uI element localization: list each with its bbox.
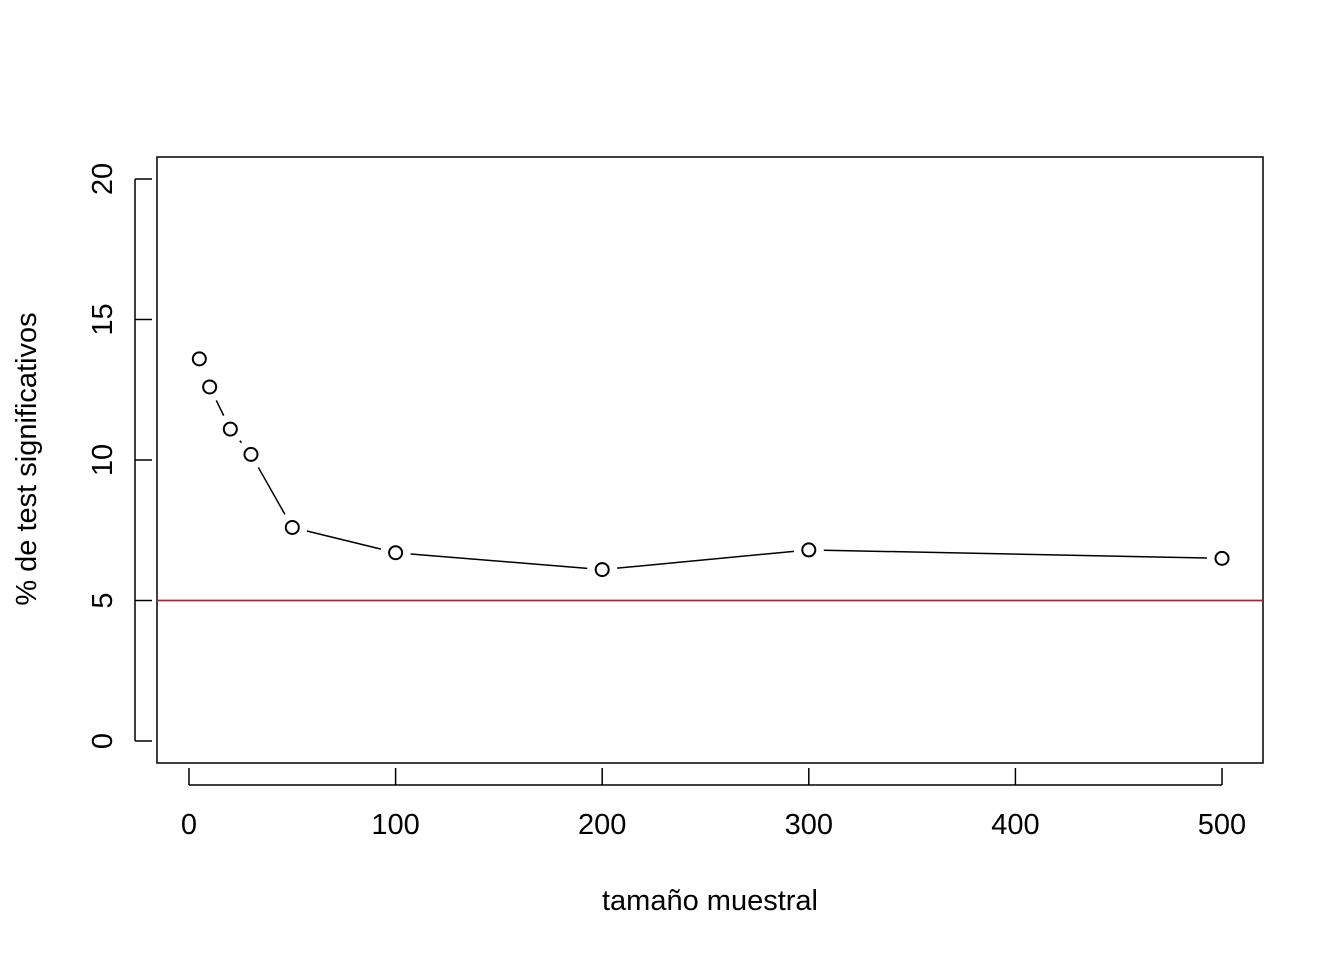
data-point [388,545,404,561]
plot-frame [156,156,1264,764]
series-line-segment [823,549,1208,559]
x-tick-label: 400 [991,809,1039,841]
series-line-segment [410,553,588,570]
x-tick-label: 100 [371,809,419,841]
data-point [801,542,817,558]
data-point [191,351,207,367]
data-point [1214,550,1230,566]
x-tick-label: 300 [785,809,833,841]
series-line-segment [617,550,794,569]
series-line-segment [257,467,286,515]
data-point [594,562,610,578]
data-point [243,446,259,462]
series-line-segment [215,400,225,416]
plot-layer: 0 100 200 300 400 500 0 5 10 15 20 [87,156,1264,841]
series-line-segment [239,440,243,444]
data-point [222,421,238,437]
x-axis-title: tamaño muestral [602,885,818,917]
x-tick-label: 200 [578,809,626,841]
y-tick-label: 5 [87,592,119,608]
y-axis-title: % de test significativos [11,312,43,605]
y-tick-label: 0 [87,733,119,749]
data-point [202,379,218,395]
x-tick-label: 500 [1198,809,1246,841]
y-tick-label: 10 [87,444,119,476]
y-tick-label: 15 [87,303,119,335]
y-tick-label: 20 [87,163,119,195]
x-tick-label: 0 [181,809,197,841]
data-point [284,519,300,535]
series-line-segment [306,530,382,550]
